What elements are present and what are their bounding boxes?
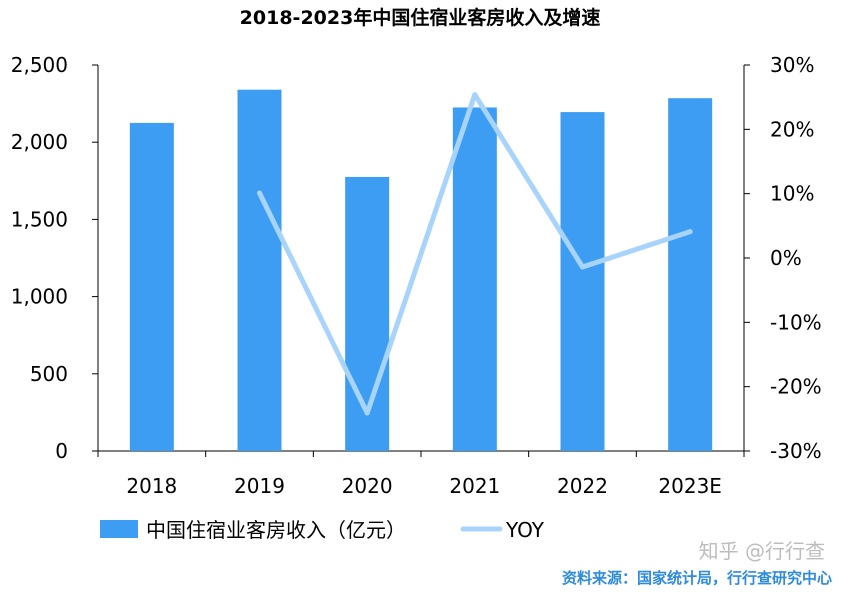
right-tick-label: 0% xyxy=(770,246,802,270)
right-tick-label: 20% xyxy=(770,117,814,141)
legend-bar-swatch xyxy=(100,520,138,538)
watermark: 知乎 @行行查 xyxy=(699,539,825,563)
yoy-point xyxy=(687,229,693,235)
bar xyxy=(668,98,713,452)
right-tick-label: 10% xyxy=(770,182,814,206)
x-tick-label: 2019 xyxy=(234,474,285,498)
x-tick-label: 2023E xyxy=(658,474,722,498)
x-tick-label: 2021 xyxy=(449,474,500,498)
source-note: 资料来源：国家统计局，行行查研究中心 xyxy=(562,569,832,587)
right-tick-label: -20% xyxy=(770,375,822,399)
right-tick-label: -30% xyxy=(770,439,822,463)
yoy-point xyxy=(257,190,262,196)
yoy-point xyxy=(472,92,478,98)
bars-group xyxy=(129,89,713,452)
bar xyxy=(237,89,282,451)
right-tick-label: -10% xyxy=(770,310,822,334)
left-tick-label: 1,000 xyxy=(11,285,68,309)
left-tick-label: 0 xyxy=(55,439,68,463)
left-tick-label: 2,500 xyxy=(11,53,68,77)
bar xyxy=(452,107,497,452)
x-tick-label: 2022 xyxy=(557,474,608,498)
left-tick-label: 2,000 xyxy=(11,130,68,154)
yoy-point xyxy=(364,410,370,416)
legend: 中国住宿业客房收入（亿元） YOY xyxy=(100,518,545,542)
right-tick-label: 30% xyxy=(770,53,814,77)
x-tick-label: 2020 xyxy=(342,474,393,498)
legend-line-label: YOY xyxy=(505,518,545,542)
yoy-point xyxy=(580,264,585,270)
chart-title: 2018-2023年中国住宿业客房收入及增速 xyxy=(240,6,601,29)
x-tick-label: 2018 xyxy=(126,474,177,498)
bar xyxy=(560,112,605,451)
bar xyxy=(129,122,174,452)
legend-bar-label: 中国住宿业客房收入（亿元） xyxy=(146,518,406,542)
axes-group: 2,500 2,000 1,500 1,000 500 0 30% 20% 10% 0% -10% -… xyxy=(11,53,822,498)
left-tick-label: 500 xyxy=(30,362,68,386)
left-tick-label: 1,500 xyxy=(11,207,68,231)
line-group xyxy=(257,92,693,416)
